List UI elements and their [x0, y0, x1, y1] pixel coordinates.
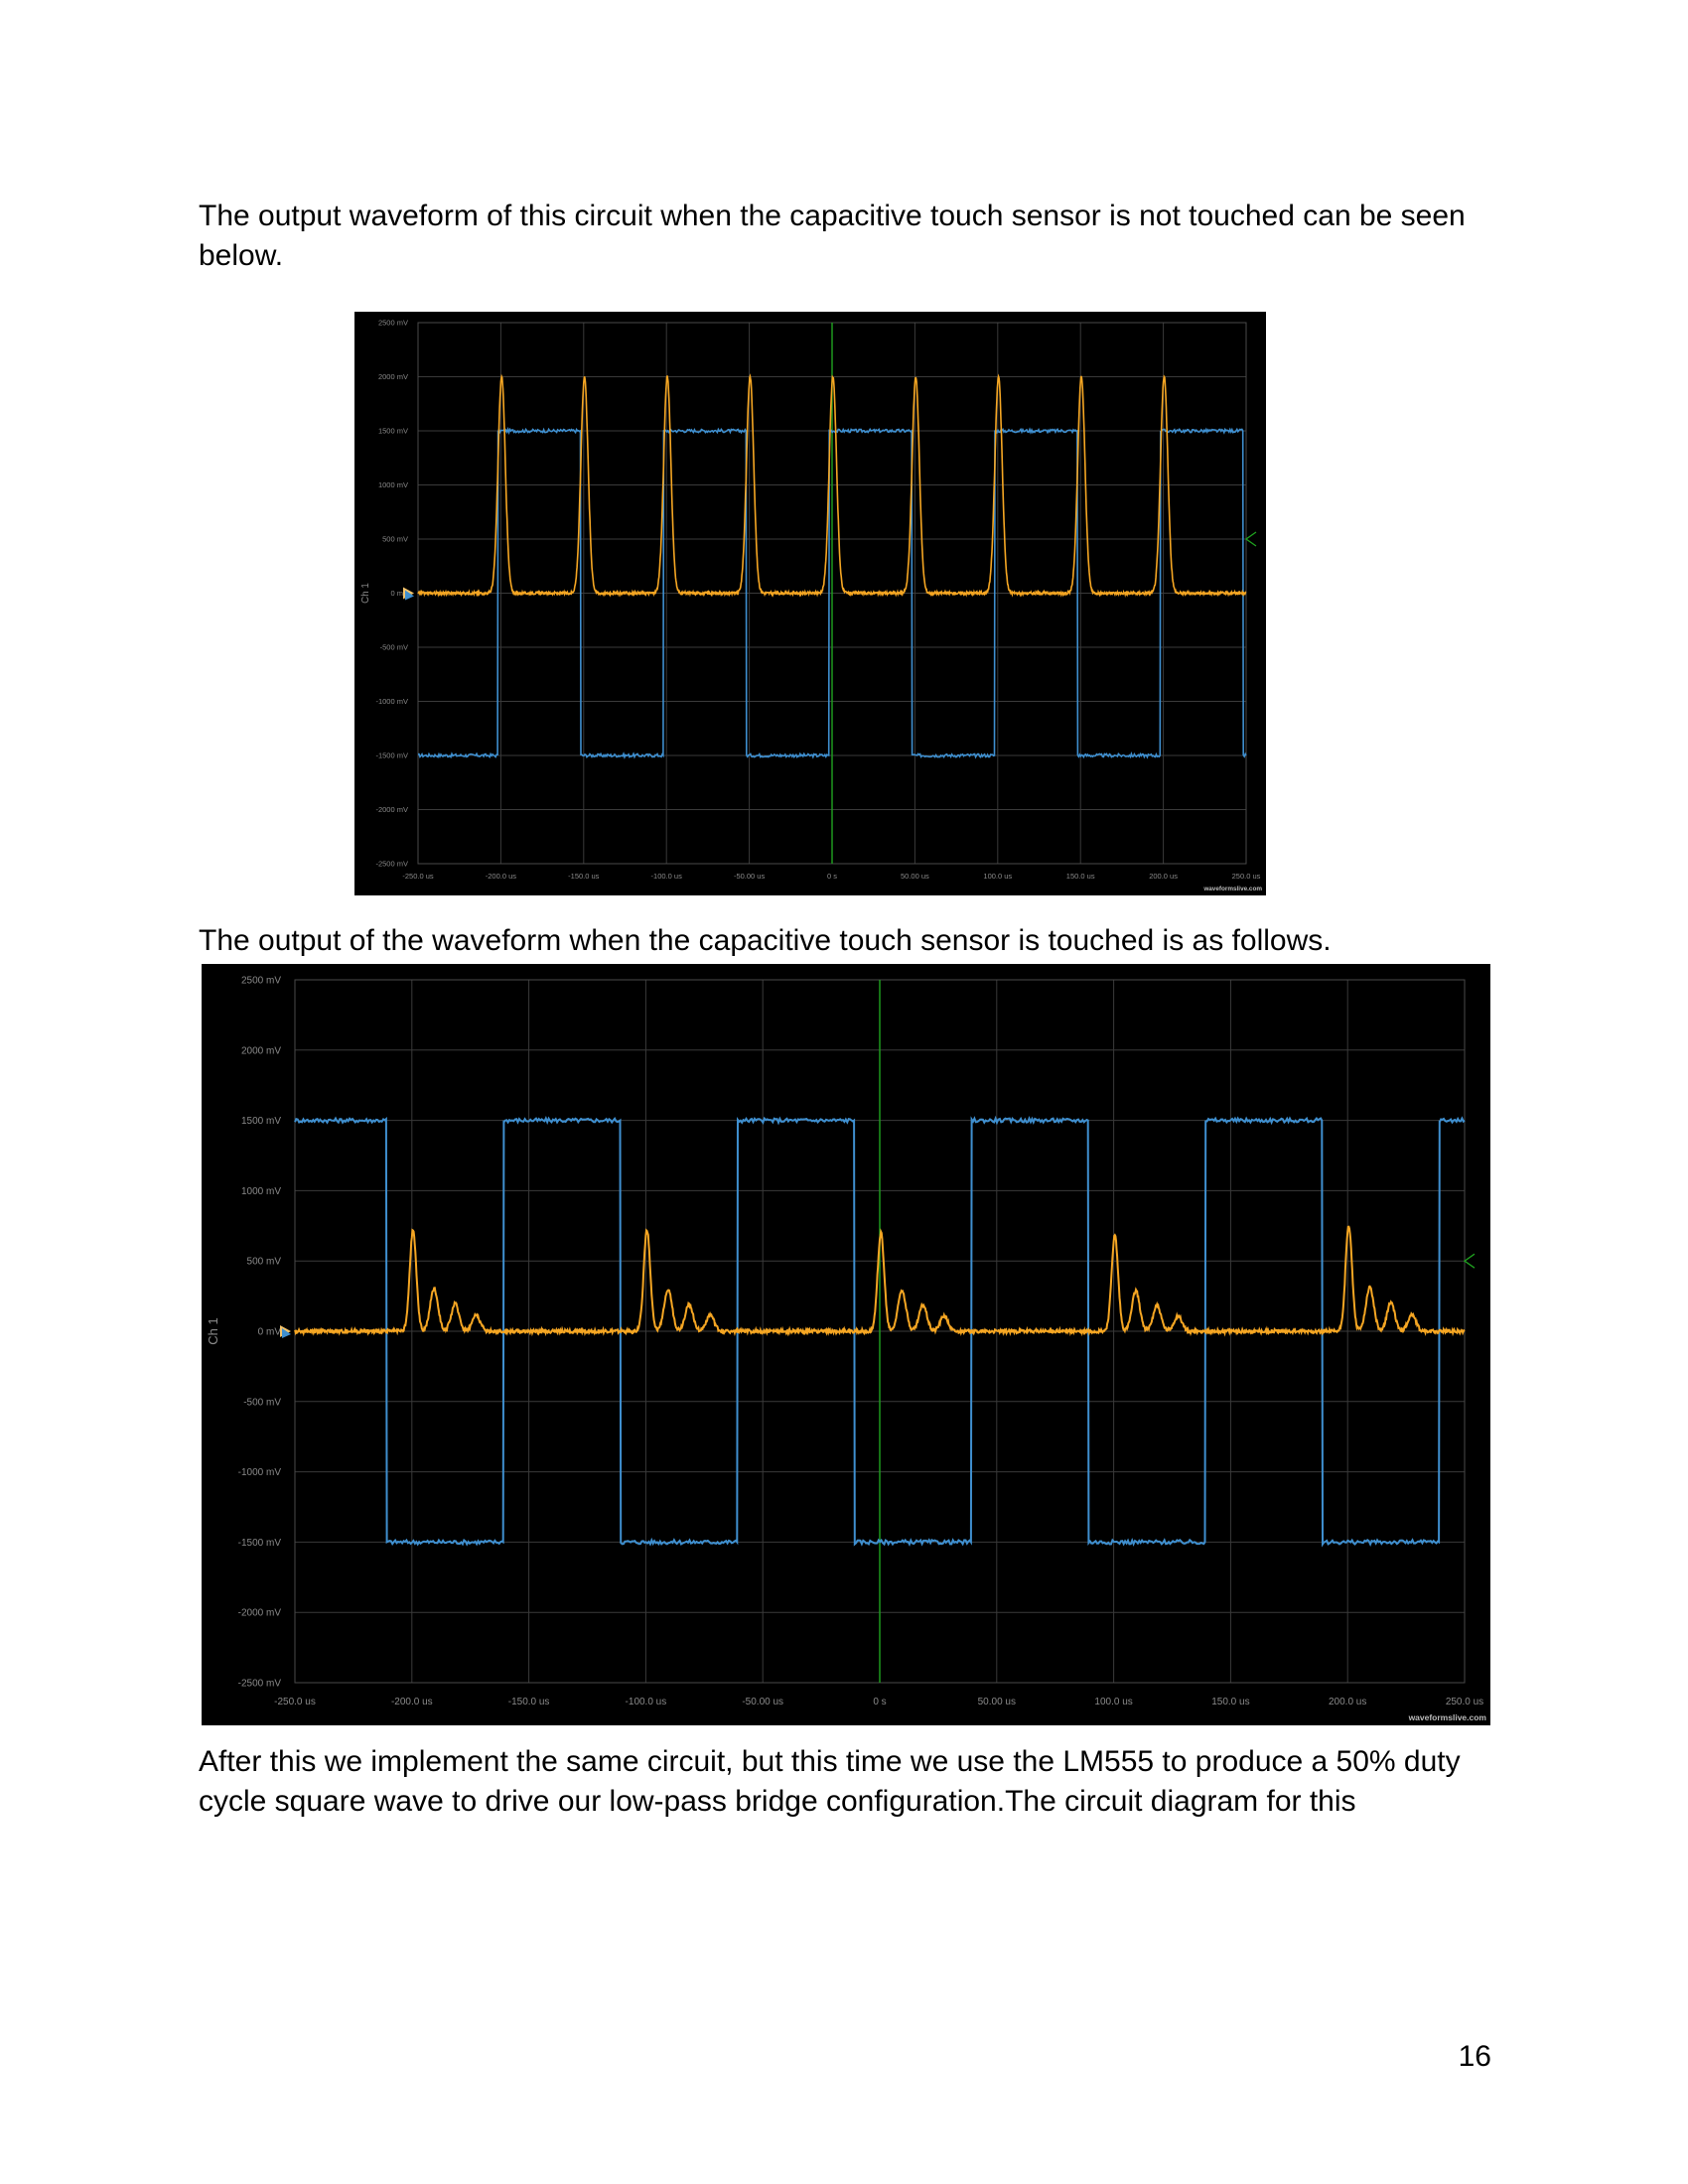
y-axis-label: Ch 1: [360, 583, 371, 604]
x-tick-label: 50.00 us: [978, 1697, 1016, 1707]
y-tick-label: 500 mV: [247, 1257, 282, 1268]
x-tick-label: -250.0 us: [402, 872, 434, 881]
x-tick-label: 200.0 us: [1329, 1697, 1366, 1707]
trigger-level-icon: [1463, 1253, 1476, 1269]
x-tick-label: 200.0 us: [1149, 872, 1178, 881]
y-tick-label: 2000 mV: [378, 372, 408, 381]
watermark-text: waveformslive.com: [1408, 1712, 1487, 1722]
x-tick-label: 150.0 us: [1211, 1697, 1249, 1707]
x-tick-label: -250.0 us: [274, 1697, 316, 1707]
x-tick-label: -150.0 us: [508, 1697, 550, 1707]
oscilloscope-plot-touched: -250.0 us -200.0 us -150.0 us -100.0 us -50.…: [202, 964, 1490, 1725]
channel-marker-icon: [405, 590, 414, 601]
page-number: 16: [1458, 2040, 1491, 2073]
x-tick-label: -100.0 us: [651, 872, 683, 881]
y-tick-label: 0 mV: [390, 589, 408, 598]
y-tick-label: 2500 mV: [241, 976, 281, 987]
y-tick-label: -2000 mV: [375, 805, 408, 814]
x-tick-label: 100.0 us: [1094, 1697, 1132, 1707]
x-tick-label: 250.0 us: [1232, 872, 1261, 881]
y-tick-label: 2000 mV: [241, 1045, 281, 1056]
oscilloscope-chart-touched: -250.0 us -200.0 us -150.0 us -100.0 us -50.…: [206, 976, 1487, 1723]
y-tick-label: -1500 mV: [238, 1538, 282, 1549]
y-axis-label: Ch 1: [206, 1317, 220, 1344]
x-tick-label: 150.0 us: [1066, 872, 1095, 881]
y-tick-label: -1000 mV: [375, 697, 408, 706]
x-tick-label: 0 s: [827, 872, 837, 881]
y-tick-label: -500 mV: [380, 643, 408, 652]
square-wave-trace: [417, 426, 1247, 759]
y-tick-label: 1500 mV: [241, 1116, 281, 1127]
x-tick-label: 100.0 us: [983, 872, 1012, 881]
x-tick-label: -200.0 us: [486, 872, 517, 881]
x-tick-label: 0 s: [873, 1697, 886, 1707]
intro-paragraph: The output waveform of this circuit when…: [199, 200, 1466, 272]
y-tick-label: -1000 mV: [238, 1467, 282, 1478]
oscilloscope-plot-untouched: -250.0 us -200.0 us -150.0 us -100.0 us -50.…: [354, 312, 1266, 895]
channel-marker-icon: [282, 1328, 291, 1338]
x-tick-label: -100.0 us: [626, 1697, 667, 1707]
y-tick-label: 1500 mV: [378, 427, 408, 436]
x-tick-label: 50.00 us: [901, 872, 929, 881]
trigger-level-icon: [1244, 531, 1257, 547]
y-tick-label: -2000 mV: [238, 1608, 282, 1619]
touched-intro-paragraph: The output of the waveform when the capa…: [199, 924, 1332, 957]
x-tick-label: 250.0 us: [1446, 1697, 1483, 1707]
y-tick-label: 1000 mV: [241, 1186, 281, 1197]
y-tick-label: -500 mV: [243, 1397, 281, 1408]
pulse-trace: [294, 1225, 1466, 1337]
y-tick-label: -2500 mV: [238, 1679, 282, 1690]
followup-paragraph: After this we implement the same circuit…: [199, 1745, 1461, 1818]
oscilloscope-chart-untouched: -250.0 us -200.0 us -150.0 us -100.0 us -50.…: [360, 319, 1262, 892]
pulse-trace: [417, 373, 1247, 598]
y-tick-label: -1500 mV: [375, 751, 408, 760]
x-tick-label: -150.0 us: [568, 872, 600, 881]
y-tick-label: 0 mV: [258, 1327, 282, 1338]
y-tick-label: -2500 mV: [375, 860, 408, 869]
y-tick-label: 1000 mV: [378, 480, 408, 489]
y-tick-label: 500 mV: [382, 535, 408, 544]
y-tick-label: 2500 mV: [378, 319, 408, 328]
square-wave-trace: [294, 1115, 1466, 1548]
x-tick-label: -50.00 us: [734, 872, 766, 881]
x-tick-label: -200.0 us: [391, 1697, 433, 1707]
x-tick-label: -50.00 us: [742, 1697, 783, 1707]
watermark-text: waveformslive.com: [1202, 886, 1262, 892]
